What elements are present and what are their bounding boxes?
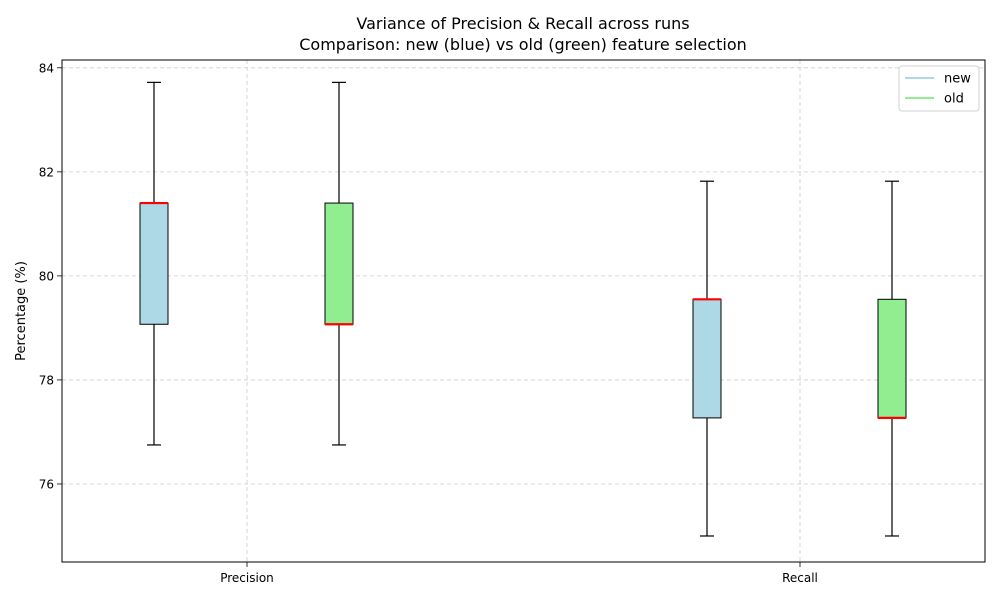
x-tick-label: Recall	[782, 571, 818, 585]
box-old-precision	[324, 81, 354, 446]
y-tick-label: 82	[39, 165, 54, 179]
y-tick-label: 84	[39, 61, 54, 75]
plot-frame	[61, 59, 986, 563]
axis-layer: 76 78 80 82 84 Precision Recall	[39, 59, 986, 585]
y-axis-label: Percentage (%)	[14, 261, 29, 361]
chart-title: Variance of Precision & Recall across ru…	[356, 14, 689, 33]
legend-label-old: old	[944, 92, 964, 107]
legend: new old	[898, 65, 980, 112]
grid-layer	[62, 60, 985, 562]
chart-subtitle: Comparison: new (blue) vs old (green) fe…	[299, 35, 747, 54]
box-old-recall	[877, 180, 907, 537]
x-tick-label: Precision	[220, 571, 274, 585]
box-body	[139, 202, 169, 325]
box-new-precision	[139, 81, 169, 446]
legend-label-new: new	[944, 72, 971, 87]
box-body	[324, 202, 354, 325]
box-new-recall	[692, 180, 722, 537]
box-layer	[139, 81, 907, 537]
box-body	[692, 298, 722, 419]
y-tick-label: 76	[39, 477, 54, 491]
box-body	[877, 298, 907, 419]
y-tick-label: 80	[39, 269, 54, 283]
y-tick-label: 78	[39, 373, 54, 387]
